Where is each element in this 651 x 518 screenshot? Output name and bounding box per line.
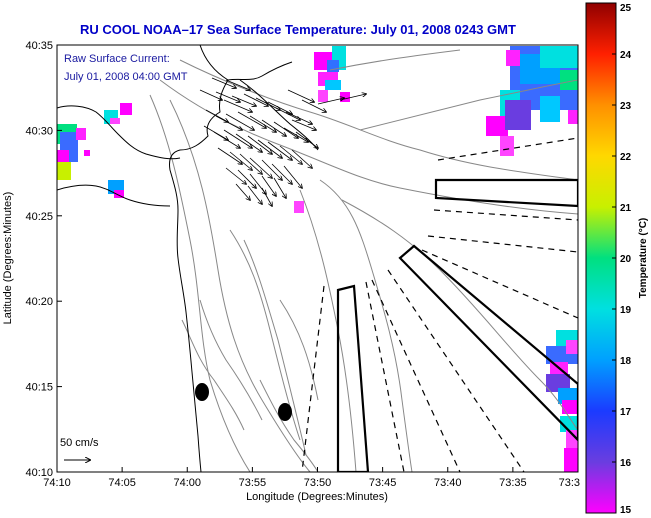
transect-boxes bbox=[336, 178, 578, 472]
colorbar bbox=[585, 2, 617, 514]
colorbar-tick-label: 17 bbox=[620, 407, 632, 418]
station-marker-2 bbox=[278, 403, 292, 421]
y-tick-label: 40:30 bbox=[25, 125, 53, 137]
x-tick-label: 73:55 bbox=[239, 477, 267, 489]
colorbar-tick-label: 19 bbox=[620, 305, 632, 316]
x-tick-label: 74:00 bbox=[173, 477, 201, 489]
x-axis-ticks: 74:10 74:05 74:00 73:55 73:50 73:45 73:40 73:35… bbox=[43, 467, 580, 489]
colorbar-label: Temperature (°C) bbox=[638, 218, 649, 299]
y-axis-label: Latitude (Degrees:Minutes) bbox=[2, 192, 14, 325]
colorbar-tick-label: 22 bbox=[620, 152, 632, 163]
legend-line1: Raw Surface Current: bbox=[64, 53, 170, 65]
sst-patches bbox=[57, 46, 578, 472]
scale-label: 50 cm/s bbox=[60, 437, 99, 449]
surface-current-arrows bbox=[199, 77, 366, 206]
colorbar-ticks: 25 24 23 22 21 20 19 18 17 16 15 bbox=[612, 2, 632, 516]
x-tick-label: 74:10 bbox=[43, 477, 71, 489]
colorbar-tick-label: 16 bbox=[620, 458, 632, 469]
x-tick-label: 73:45 bbox=[369, 477, 397, 489]
y-tick-label: 40:35 bbox=[25, 40, 53, 52]
colorbar-tick-label: 18 bbox=[620, 356, 632, 367]
colorbar-tick-label: 25 bbox=[620, 3, 632, 14]
x-tick-label: 74:05 bbox=[108, 477, 136, 489]
map-title: RU COOL NOAA–17 Sea Surface Temperature:… bbox=[80, 22, 516, 37]
colorbar-tick-label: 24 bbox=[620, 50, 632, 61]
x-tick-label: 73:35 bbox=[499, 477, 527, 489]
station-marker-1 bbox=[195, 383, 209, 401]
radial-dashed-lines bbox=[301, 137, 578, 472]
colorbar-tick-label: 20 bbox=[620, 254, 632, 265]
legend-line2: July 01, 2008 04:00 GMT bbox=[64, 71, 188, 83]
x-tick-label: 73:50 bbox=[304, 477, 332, 489]
colorbar-tick-label: 23 bbox=[620, 101, 632, 112]
coastline bbox=[57, 45, 319, 472]
y-tick-label: 40:25 bbox=[25, 211, 53, 223]
y-tick-label: 40:15 bbox=[25, 382, 53, 394]
x-tick-label: 73:40 bbox=[434, 477, 462, 489]
y-tick-label: 40:10 bbox=[25, 467, 53, 479]
x-axis-label: Longitude (Degrees:Minutes) bbox=[246, 491, 388, 503]
plot-frame bbox=[56, 44, 579, 473]
y-tick-label: 40:20 bbox=[25, 296, 53, 308]
colorbar-tick-label: 21 bbox=[620, 203, 632, 214]
x-tick-label: 73:3 bbox=[559, 477, 580, 489]
map-content bbox=[57, 45, 578, 472]
colorbar-tick-label: 15 bbox=[620, 505, 632, 516]
y-axis-ticks: 40:35 40:30 40:25 40:20 40:15 40:10 bbox=[25, 40, 62, 479]
